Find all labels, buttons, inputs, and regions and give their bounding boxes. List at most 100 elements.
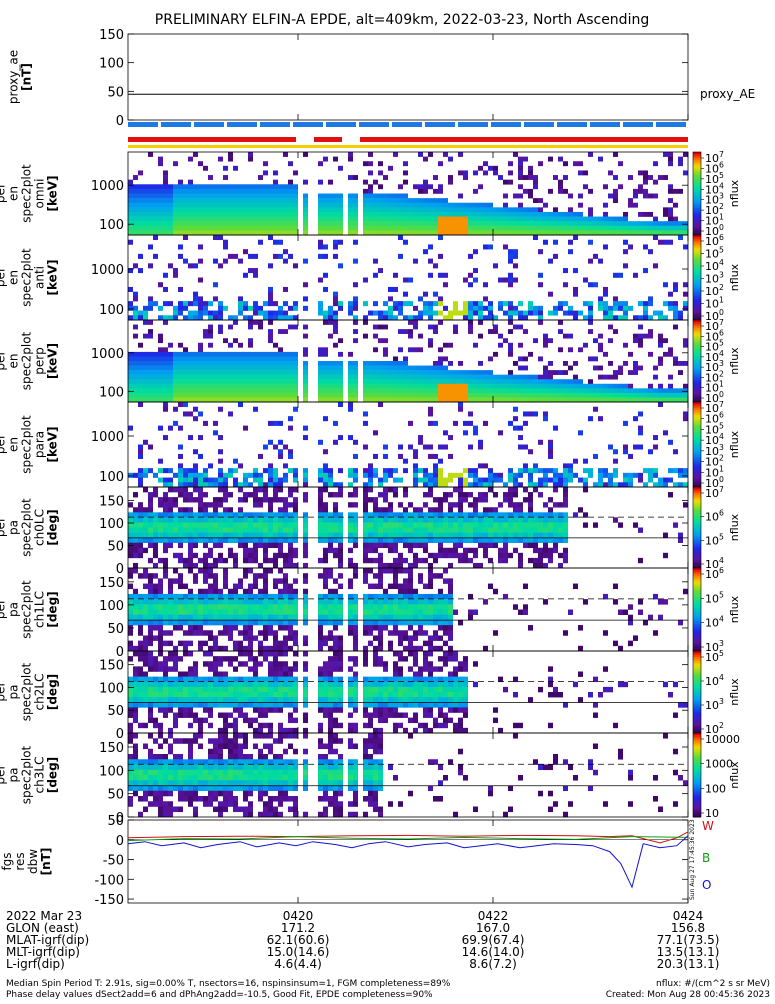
heatmap-cell bbox=[493, 325, 498, 330]
heatmap-cell bbox=[288, 184, 293, 189]
heatmap-cell bbox=[353, 384, 358, 389]
heatmap-cell bbox=[638, 393, 643, 398]
heatmap-cell bbox=[518, 161, 523, 166]
heatmap-cell bbox=[538, 311, 543, 316]
heatmap-cell bbox=[628, 230, 633, 235]
heatmap-cell bbox=[193, 573, 198, 578]
heatmap-cell bbox=[333, 198, 338, 203]
heatmap-cell bbox=[253, 548, 258, 553]
heatmap-cell bbox=[613, 370, 618, 375]
heatmap-cell bbox=[163, 478, 168, 483]
heatmap-cell bbox=[128, 287, 133, 292]
heatmap-cell bbox=[468, 325, 473, 330]
heatmap-cell bbox=[253, 615, 258, 620]
heatmap-cell bbox=[268, 538, 273, 543]
heatmap-cell bbox=[463, 384, 468, 389]
heatmap-cell bbox=[488, 397, 493, 402]
heatmap-cell bbox=[558, 180, 563, 185]
heatmap-cell bbox=[453, 473, 458, 478]
heatmap-cell bbox=[188, 157, 193, 162]
heatmap-cell bbox=[188, 212, 193, 217]
heatmap-cell bbox=[563, 379, 568, 384]
heatmap-cell bbox=[333, 296, 338, 301]
heatmap-cell bbox=[528, 558, 533, 563]
heatmap-cell bbox=[288, 379, 293, 384]
heatmap-cell bbox=[463, 170, 468, 175]
heatmap-cell bbox=[278, 538, 283, 543]
heatmap-cell bbox=[668, 492, 673, 497]
heatmap-cell bbox=[568, 468, 573, 473]
heatmap-cell bbox=[613, 468, 618, 473]
heatmap-cell bbox=[188, 620, 193, 625]
heatmap-cell bbox=[243, 543, 248, 548]
heatmap-cell bbox=[398, 533, 403, 538]
heatmap-cell bbox=[133, 473, 138, 478]
heatmap-cell bbox=[413, 306, 418, 311]
heatmap-cell bbox=[173, 397, 178, 402]
heatmap-cell bbox=[428, 445, 433, 450]
heatmap-cell bbox=[178, 397, 183, 402]
heatmap-cell bbox=[193, 315, 198, 320]
heatmap-cell bbox=[273, 366, 278, 371]
heatmap-cell bbox=[158, 393, 163, 398]
heatmap-cell bbox=[178, 226, 183, 231]
heatmap-cell bbox=[158, 361, 163, 366]
heatmap-cell bbox=[333, 599, 338, 604]
heatmap-cell bbox=[273, 189, 278, 194]
heatmap-cell bbox=[593, 522, 598, 527]
heatmap-cell bbox=[173, 568, 178, 573]
heatmap-cell bbox=[168, 528, 173, 533]
heatmap-cell bbox=[553, 473, 558, 478]
heatmap-cell bbox=[318, 468, 323, 473]
heatmap-cell bbox=[368, 198, 373, 203]
heatmap-cell bbox=[203, 226, 208, 231]
heatmap-cell bbox=[548, 384, 553, 389]
heatmap-cell bbox=[148, 212, 153, 217]
heatmap-cell bbox=[633, 445, 638, 450]
heatmap-cell bbox=[333, 311, 338, 316]
heatmap-cell bbox=[578, 478, 583, 483]
heatmap-cell bbox=[293, 630, 298, 635]
heatmap-cell bbox=[663, 478, 668, 483]
heatmap-cell bbox=[193, 528, 198, 533]
heatmap-cell bbox=[463, 301, 468, 306]
heatmap-cell bbox=[493, 170, 498, 175]
heatmap-cell bbox=[178, 615, 183, 620]
heatmap-cell bbox=[548, 259, 553, 264]
heatmap-cell bbox=[318, 528, 323, 533]
heatmap-cell bbox=[318, 397, 323, 402]
status-bar-blue bbox=[359, 122, 389, 127]
heatmap-cell bbox=[668, 393, 673, 398]
heatmap-cell bbox=[568, 379, 573, 384]
heatmap-cell bbox=[218, 468, 223, 473]
heatmap-cell bbox=[388, 221, 393, 226]
heatmap-cell bbox=[568, 366, 573, 371]
heatmap-cell bbox=[448, 517, 453, 522]
heatmap-cell bbox=[273, 375, 278, 380]
heatmap-cell bbox=[548, 393, 553, 398]
heatmap-cell bbox=[173, 375, 178, 380]
heatmap-cell bbox=[373, 226, 378, 231]
status-bar-blue bbox=[260, 122, 290, 127]
heatmap-cell bbox=[598, 217, 603, 222]
heatmap-cell bbox=[363, 180, 368, 185]
heatmap-cell bbox=[513, 278, 518, 283]
heatmap-cell bbox=[128, 361, 133, 366]
heatmap-cell bbox=[163, 641, 168, 646]
heatmap-cell bbox=[563, 522, 568, 527]
heatmap-cell bbox=[203, 604, 208, 609]
heatmap-cell bbox=[198, 517, 203, 522]
heatmap-cell bbox=[533, 375, 538, 380]
heatmap-cell bbox=[383, 207, 388, 212]
heatmap-cell bbox=[593, 230, 598, 235]
heatmap-cell bbox=[288, 492, 293, 497]
heatmap-cell bbox=[288, 528, 293, 533]
heatmap-cell bbox=[323, 468, 328, 473]
heatmap-cell bbox=[153, 375, 158, 380]
heatmap-cell bbox=[288, 254, 293, 259]
heatmap-cell bbox=[563, 487, 568, 492]
heatmap-cell bbox=[193, 311, 198, 316]
heatmap-cell bbox=[673, 393, 678, 398]
heatmap-cell bbox=[328, 311, 333, 316]
heatmap-cell bbox=[398, 226, 403, 231]
